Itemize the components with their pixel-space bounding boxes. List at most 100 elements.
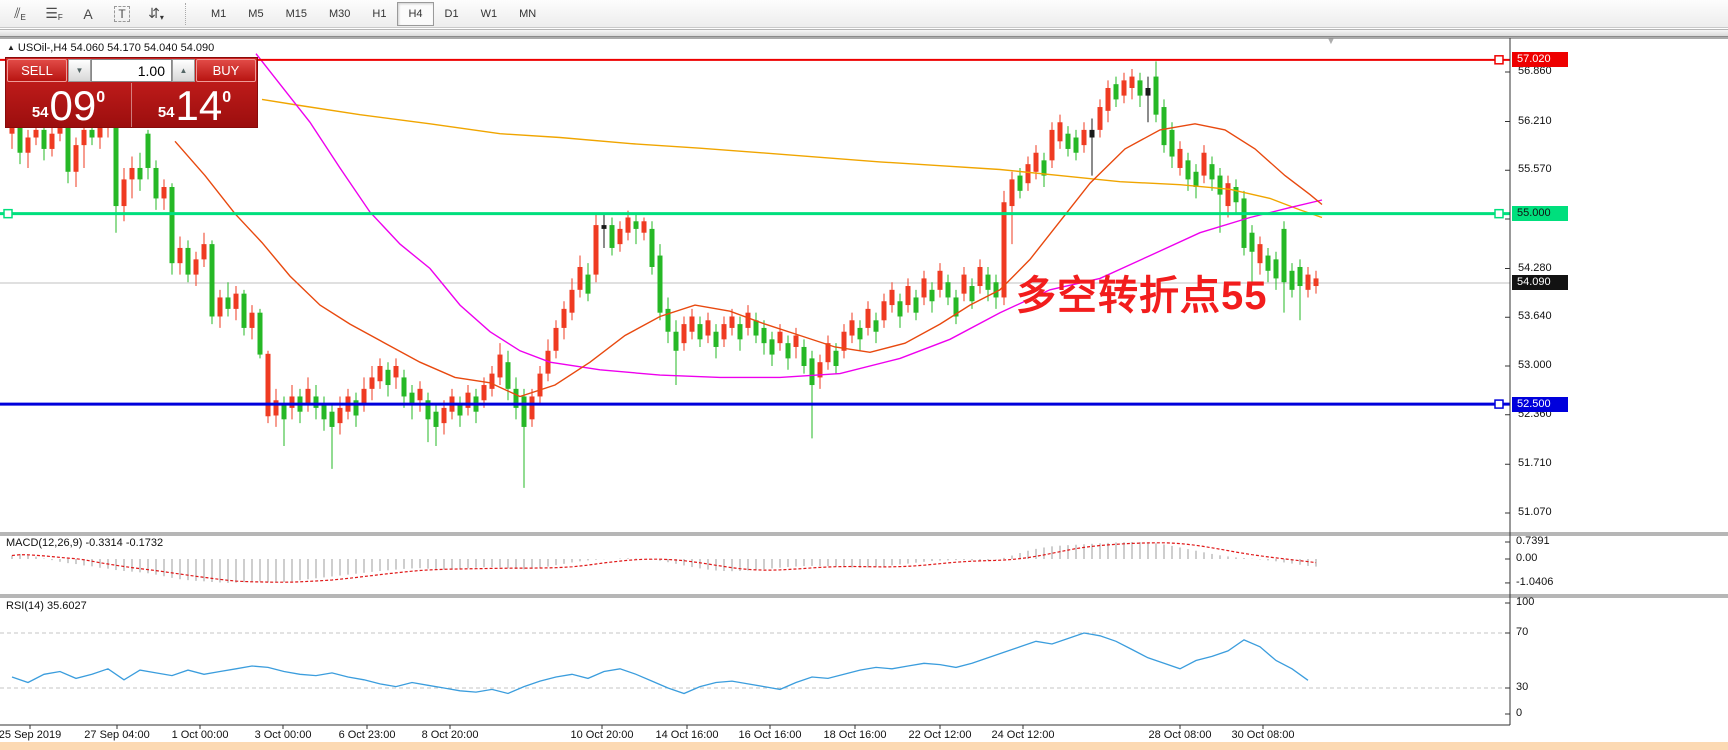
candle-body — [425, 400, 431, 420]
volume-increase-button[interactable]: ▲ — [172, 59, 195, 82]
timeframe-button-M5[interactable]: M5 — [248, 7, 264, 20]
candle-body — [145, 133, 151, 168]
candle-body — [329, 411, 335, 427]
candle-body — [225, 297, 231, 309]
candle-body — [281, 404, 287, 420]
candle-body — [489, 373, 495, 389]
buy-button[interactable]: BUY — [196, 59, 256, 82]
price-annotation-text[interactable]: 多空转折点55 — [1016, 274, 1268, 318]
candle-body — [1281, 228, 1287, 283]
collapse-icon[interactable]: ▲ — [7, 43, 15, 52]
ma-mid-magenta — [255, 53, 1323, 379]
chart-scrollbar[interactable] — [0, 29, 1728, 37]
candle-body — [865, 308, 871, 328]
timeframe-button-M15[interactable]: M15 — [285, 7, 307, 20]
time-axis-label: 3 Oct 00:00 — [254, 729, 312, 741]
fibonacci-retracement-icon[interactable]: ☰ F — [45, 5, 63, 22]
candle-body — [969, 286, 975, 302]
chart-shift-marker-icon[interactable]: ▼ — [1326, 36, 1336, 47]
bid-price-display[interactable]: 54 09 0 — [6, 83, 131, 127]
candle-body — [657, 255, 663, 313]
candle-body — [1217, 175, 1223, 195]
time-axis-label: 25 Sep 2019 — [0, 729, 62, 741]
candle-body — [561, 308, 567, 328]
time-axis-label: 8 Oct 20:00 — [421, 729, 479, 741]
candle-body — [761, 327, 767, 344]
resistance-line-57-anchor[interactable] — [1494, 55, 1504, 65]
text-tool-icon[interactable]: A — [83, 5, 93, 22]
candle-body — [1305, 274, 1311, 290]
candle-body — [1009, 179, 1015, 207]
pivot-line-55-anchor[interactable] — [3, 208, 13, 219]
candle-body — [585, 274, 591, 294]
ask-price-display[interactable]: 54 14 0 — [131, 83, 257, 127]
candle-body — [497, 354, 503, 378]
candle-body — [745, 312, 751, 328]
candle-body — [849, 320, 855, 336]
candle-body — [369, 377, 375, 389]
time-axis-label: 27 Sep 04:00 — [84, 729, 150, 741]
text-label-icon[interactable]: T — [107, 2, 137, 26]
sell-button[interactable]: SELL — [7, 59, 67, 82]
timeframe-button-MN[interactable]: MN — [519, 7, 537, 20]
candle-body — [385, 369, 391, 386]
pivot-line-55-anchor[interactable] — [1494, 208, 1504, 219]
candle-body — [441, 407, 447, 424]
candle-body — [201, 244, 207, 260]
price-badge-55.000: 55.000 — [1512, 206, 1568, 222]
support-line-52-5-anchor[interactable] — [1494, 399, 1504, 409]
candle-body — [617, 228, 623, 245]
candle-body — [1153, 76, 1159, 115]
candle-body — [945, 282, 951, 298]
candle-body — [1129, 76, 1135, 88]
candle-body — [1297, 266, 1303, 287]
price-axis-label: 51.710 — [1518, 457, 1552, 470]
candle-body — [465, 392, 471, 408]
timeframe-button-W1[interactable]: W1 — [480, 7, 498, 20]
candle-body — [1169, 129, 1175, 157]
candle-body — [777, 331, 783, 344]
equidistant-channel-icon[interactable]: ⫽ E — [14, 5, 26, 22]
candle-body — [353, 400, 359, 416]
price-axis-label: 51.070 — [1518, 506, 1552, 518]
candle-body — [1049, 129, 1055, 161]
status-strip — [0, 742, 1728, 750]
candle-body — [393, 366, 399, 378]
timeframe-button-H1[interactable]: H1 — [372, 7, 387, 20]
candle-body — [153, 167, 159, 199]
candle-body — [713, 331, 719, 347]
candle-body — [697, 324, 703, 340]
candle-body — [993, 282, 999, 298]
candle-body — [753, 320, 759, 336]
arrows-tool-icon[interactable]: ⇵ ▾ — [148, 5, 164, 22]
timeframe-button-M1[interactable]: M1 — [211, 7, 227, 20]
timeframe-button-H4[interactable]: H4 — [397, 1, 434, 26]
ma-fast-redorange — [174, 123, 1323, 398]
candle-body — [521, 396, 527, 427]
candle-body — [1241, 198, 1247, 248]
candle-body — [841, 331, 847, 351]
candle-body — [137, 167, 143, 180]
timeframe-button-M30[interactable]: M30 — [328, 7, 351, 20]
time-axis-label: 28 Oct 08:00 — [1148, 729, 1212, 741]
time-axis-label: 24 Oct 12:00 — [991, 729, 1055, 741]
candle-body — [241, 293, 247, 328]
timeframe-button-D1[interactable]: D1 — [444, 7, 459, 20]
candle-body — [481, 385, 487, 401]
chart-toolbar: ⫽ E ☰ F A T ⇵ ▾ M1 M5 M15 M30 H1 H4 D1 W1 MN — [0, 0, 1728, 28]
macd-signal-line — [11, 542, 1317, 583]
volume-input[interactable] — [91, 59, 172, 82]
timeframe-group: M1 M5 M15 M30 H1 H4 D1 W1 MN — [200, 1, 547, 26]
candle-body — [889, 289, 895, 306]
toolbar-separator — [185, 2, 192, 25]
candle-body — [33, 129, 39, 138]
volume-decrease-button[interactable]: ▼ — [68, 59, 91, 82]
price-badge-54.090: 54.090 — [1512, 275, 1568, 291]
rsi-axis-label: 70 — [1516, 626, 1529, 638]
time-axis-label: 22 Oct 12:00 — [908, 729, 972, 741]
candle-body — [41, 129, 47, 149]
candle-body — [665, 308, 671, 332]
candle-body — [289, 396, 295, 408]
candle-body — [257, 312, 263, 355]
